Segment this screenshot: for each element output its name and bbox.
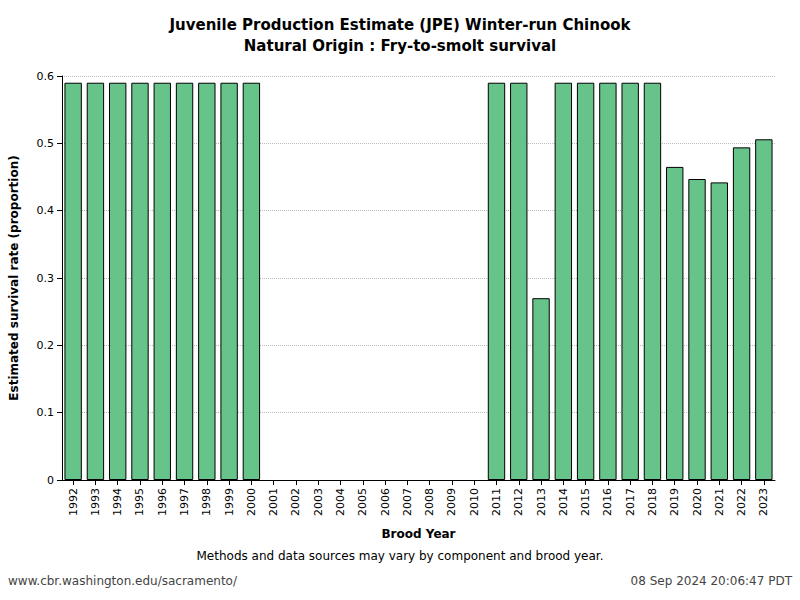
svg-text:2011: 2011 — [490, 488, 503, 516]
svg-text:2020: 2020 — [691, 488, 704, 516]
svg-text:0.1: 0.1 — [37, 406, 55, 419]
svg-text:2003: 2003 — [312, 488, 325, 516]
svg-text:1995: 1995 — [133, 488, 146, 516]
svg-text:1998: 1998 — [200, 488, 213, 516]
svg-text:2016: 2016 — [601, 488, 614, 516]
svg-text:www.cbr.washington.edu/sacrame: www.cbr.washington.edu/sacramento/ — [8, 574, 238, 588]
svg-text:2010: 2010 — [468, 488, 481, 516]
svg-text:2004: 2004 — [334, 488, 347, 516]
svg-text:1992: 1992 — [67, 488, 80, 516]
svg-text:0.5: 0.5 — [37, 137, 55, 150]
svg-text:2005: 2005 — [356, 488, 369, 516]
svg-text:08 Sep 2024 20:06:47 PDT: 08 Sep 2024 20:06:47 PDT — [631, 574, 793, 588]
svg-text:2017: 2017 — [624, 488, 637, 516]
svg-text:0.4: 0.4 — [37, 204, 55, 217]
svg-text:2001: 2001 — [267, 488, 280, 516]
svg-text:Brood Year: Brood Year — [381, 527, 455, 541]
svg-text:2007: 2007 — [401, 488, 414, 516]
svg-text:2002: 2002 — [289, 488, 302, 516]
svg-text:2018: 2018 — [646, 488, 659, 516]
svg-text:2015: 2015 — [579, 488, 592, 516]
svg-text:Methods and data sources may v: Methods and data sources may vary by com… — [197, 549, 604, 563]
svg-text:2019: 2019 — [668, 488, 681, 516]
svg-text:0: 0 — [47, 474, 54, 487]
svg-text:2009: 2009 — [445, 488, 458, 516]
svg-text:1993: 1993 — [89, 488, 102, 516]
svg-text:1997: 1997 — [178, 488, 191, 516]
svg-text:0.2: 0.2 — [37, 339, 55, 352]
svg-text:Estimated survival rate (propo: Estimated survival rate (proportion) — [7, 155, 21, 400]
svg-text:2000: 2000 — [245, 488, 258, 516]
svg-text:2008: 2008 — [423, 488, 436, 516]
svg-text:0.6: 0.6 — [37, 70, 55, 83]
svg-text:2014: 2014 — [557, 488, 570, 516]
svg-text:Natural Origin : Fry-to-smolt: Natural Origin : Fry-to-smolt survival — [244, 37, 556, 55]
svg-text:2012: 2012 — [512, 488, 525, 516]
svg-text:2022: 2022 — [735, 488, 748, 516]
svg-text:1999: 1999 — [223, 488, 236, 516]
svg-text:0.3: 0.3 — [37, 272, 55, 285]
svg-text:2021: 2021 — [713, 488, 726, 516]
svg-text:Juvenile Production Estimate (: Juvenile Production Estimate (JPE) Winte… — [168, 16, 631, 34]
svg-text:1994: 1994 — [111, 488, 124, 516]
svg-text:2013: 2013 — [535, 488, 548, 516]
svg-text:2023: 2023 — [757, 488, 770, 516]
svg-text:2006: 2006 — [379, 488, 392, 516]
svg-text:1996: 1996 — [156, 488, 169, 516]
